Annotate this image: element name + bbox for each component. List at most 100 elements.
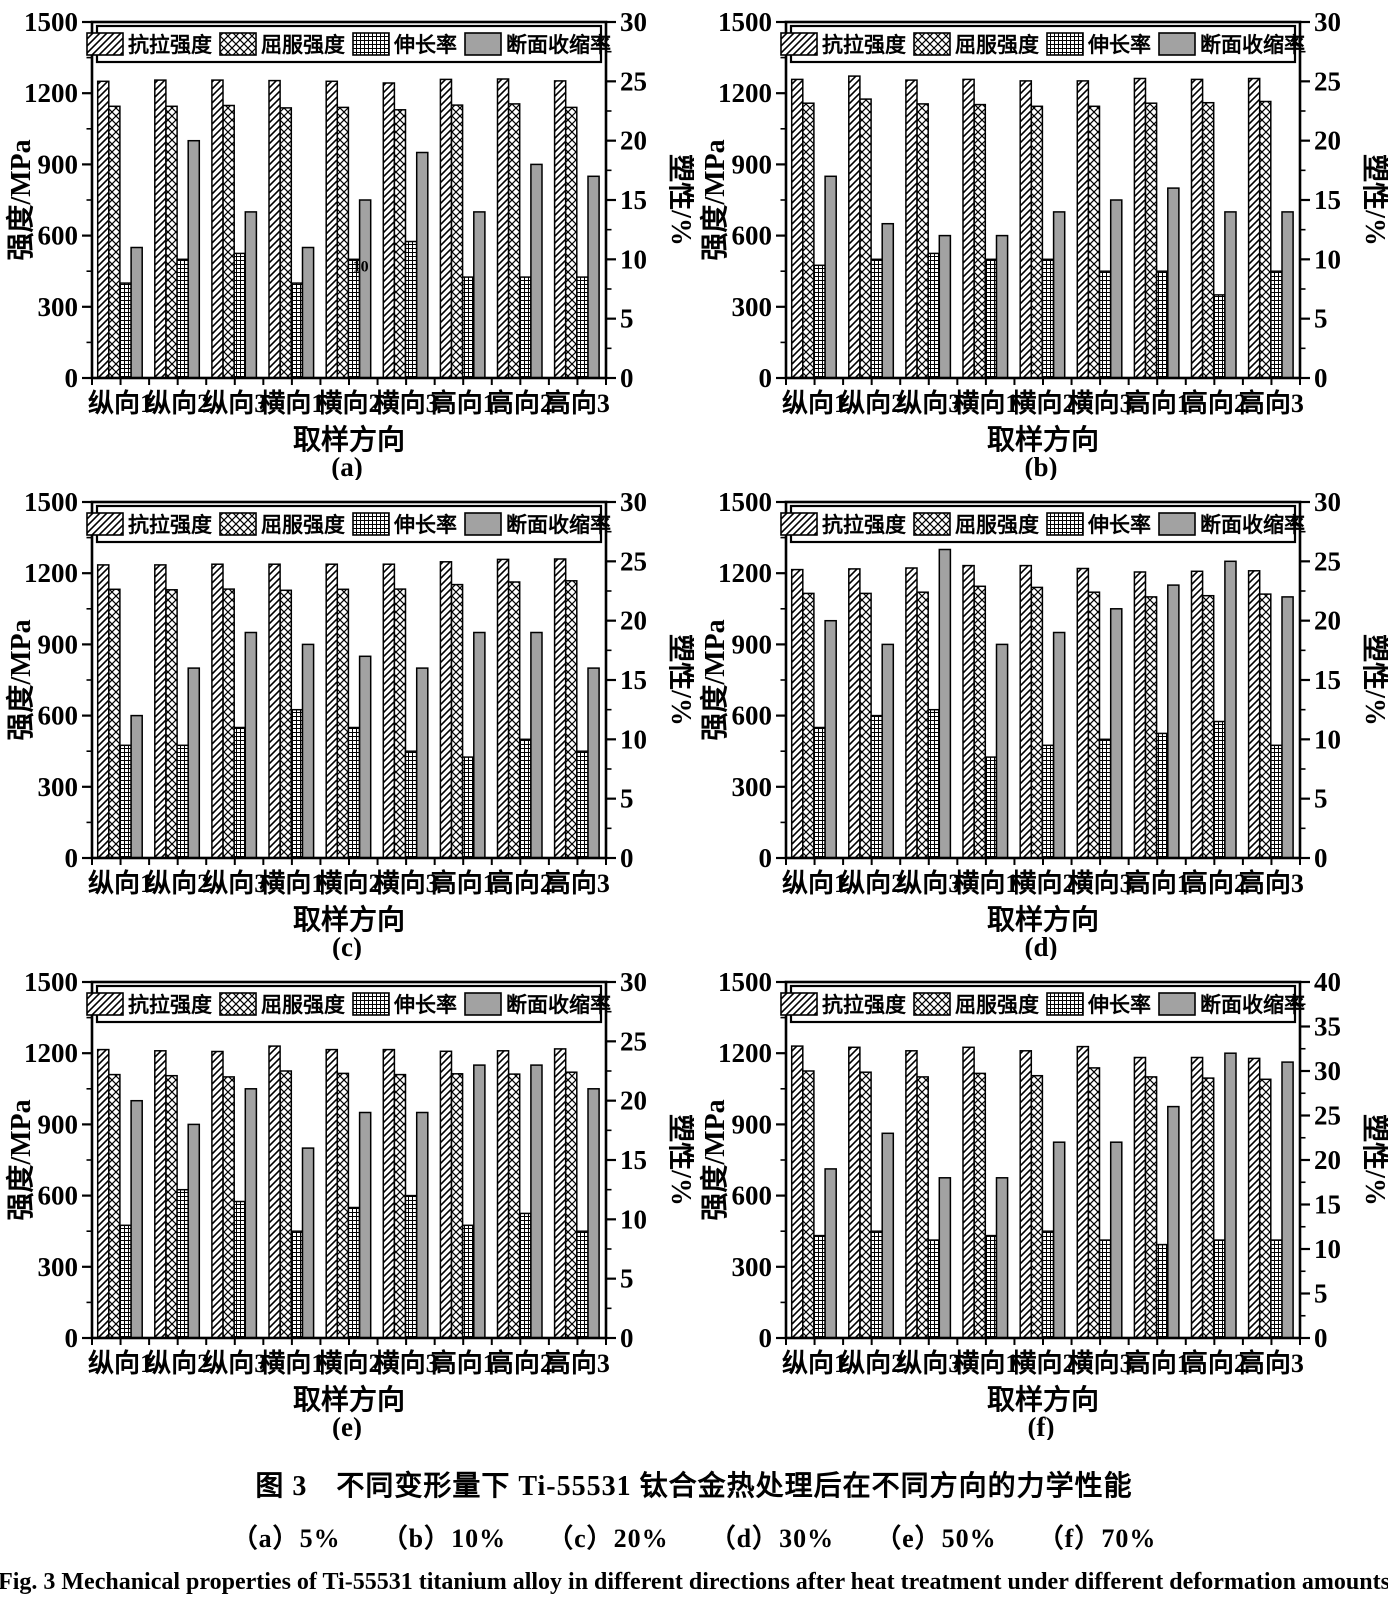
svg-text:1200: 1200	[24, 558, 78, 588]
legend: 抗拉强度 屈服强度 伸长率 断面收缩率	[780, 984, 1305, 1024]
chart-a: 10 0 300 600 900 1200 1500 0 5 10 15 20 25 30 纵向1纵向2纵向…	[0, 0, 694, 480]
legend-label: 伸长率	[393, 993, 457, 1017]
bar	[244, 631, 258, 859]
bar	[1270, 1239, 1283, 1339]
svg-text:1500: 1500	[24, 487, 78, 517]
x-tick-label: 高向1	[1125, 388, 1190, 418]
bar	[347, 726, 361, 859]
bar	[404, 1194, 418, 1339]
bar	[461, 756, 475, 859]
bar	[358, 1111, 372, 1339]
bar	[1030, 1074, 1044, 1339]
series-solid	[130, 139, 600, 379]
x-axis-title: 取样方向	[987, 903, 1099, 936]
svg-text:0: 0	[620, 363, 634, 393]
svg-text:300: 300	[38, 1252, 79, 1282]
bar	[415, 151, 429, 379]
x-tick-label: 横向1	[259, 1348, 324, 1378]
svg-text:5: 5	[620, 1264, 634, 1294]
bar	[496, 1050, 510, 1339]
legend-label: 抗拉强度	[822, 513, 906, 537]
legend-box	[789, 504, 1297, 544]
bar	[881, 1132, 895, 1339]
bar	[927, 708, 941, 859]
svg-text:600: 600	[38, 1181, 79, 1211]
x-tick-label: 高向2	[1182, 388, 1247, 418]
bar	[233, 252, 247, 379]
svg-text:1200: 1200	[24, 1038, 78, 1068]
bar	[1030, 586, 1044, 859]
bar	[439, 561, 453, 859]
bar	[211, 79, 224, 379]
legend-label: 伸长率	[1087, 993, 1151, 1017]
bar	[165, 589, 178, 859]
chart-panel-e: 0 300 600 900 1200 1500 0 5 10 15 20 25 30 纵向1 纵向2 纵向3 横…	[0, 960, 694, 1440]
svg-text:25: 25	[1314, 1101, 1341, 1131]
bar	[1167, 584, 1180, 859]
svg-text:20: 20	[620, 126, 647, 156]
bar	[1109, 199, 1123, 379]
bar	[301, 643, 315, 859]
panel-letter: (d)	[1025, 932, 1058, 960]
x-tick-label: 纵向1	[782, 1348, 847, 1378]
bar	[519, 738, 532, 859]
bar	[1201, 101, 1215, 379]
left-axis-title: 强度/MPa	[699, 619, 731, 740]
x-tick-label: 横向3	[374, 1348, 439, 1378]
x-tick-label: 横向3	[1068, 388, 1133, 418]
x-tick-label: 纵向2	[145, 868, 210, 898]
svg-text:35: 35	[1314, 1012, 1341, 1042]
x-tick-label: 纵向1	[88, 1348, 153, 1378]
bar	[222, 1076, 235, 1339]
bar	[165, 105, 178, 379]
bar	[507, 581, 521, 859]
bar	[358, 199, 372, 379]
x-tick-label: 高向3	[1239, 868, 1304, 898]
bar	[1258, 1078, 1272, 1339]
bar	[439, 1050, 453, 1339]
legend-box	[95, 504, 603, 544]
right-axis: 0 5 10 15 20 25 30	[606, 7, 647, 393]
legend-swatch-grid	[1046, 512, 1084, 536]
x-tick-label: 纵向2	[145, 1348, 210, 1378]
svg-text:900: 900	[38, 629, 79, 659]
right-axis-title: 塑性/%	[1359, 154, 1388, 246]
left-axis: 0 300 600 900 1200 1500	[718, 967, 786, 1353]
bar	[916, 103, 929, 379]
bar	[1190, 78, 1204, 379]
legend: 抗拉强度 屈服强度 伸长率 断面收缩率	[86, 984, 611, 1024]
bar	[1281, 596, 1294, 859]
bar	[1052, 631, 1066, 859]
bar	[802, 102, 815, 379]
bar	[358, 655, 372, 859]
legend-box	[789, 984, 1297, 1024]
bar	[393, 1073, 407, 1339]
x-tick-label: 纵向2	[839, 388, 904, 418]
left-axis-title: 强度/MPa	[5, 1099, 37, 1220]
bar	[1087, 591, 1101, 859]
bar	[119, 1224, 132, 1339]
bar	[1155, 732, 1169, 859]
svg-text:30: 30	[620, 7, 647, 37]
x-tick-label: 横向3	[1068, 1348, 1133, 1378]
right-axis-title: 塑性/%	[665, 1114, 694, 1206]
svg-text:600: 600	[38, 701, 79, 731]
bar	[984, 258, 998, 379]
series-solid	[130, 1064, 600, 1339]
bar	[790, 78, 804, 379]
svg-text:600: 600	[732, 701, 773, 731]
svg-text:20: 20	[1314, 126, 1341, 156]
svg-text:900: 900	[732, 1109, 773, 1139]
bar	[905, 567, 918, 859]
bar	[916, 591, 929, 859]
bar	[995, 234, 1009, 379]
bar	[813, 264, 826, 379]
bar	[496, 78, 510, 379]
left-axis-title: 强度/MPa	[699, 139, 731, 260]
svg-text:1500: 1500	[718, 487, 772, 517]
svg-text:600: 600	[732, 221, 773, 251]
bar	[1224, 560, 1237, 859]
legend-swatch-diag	[86, 512, 124, 536]
